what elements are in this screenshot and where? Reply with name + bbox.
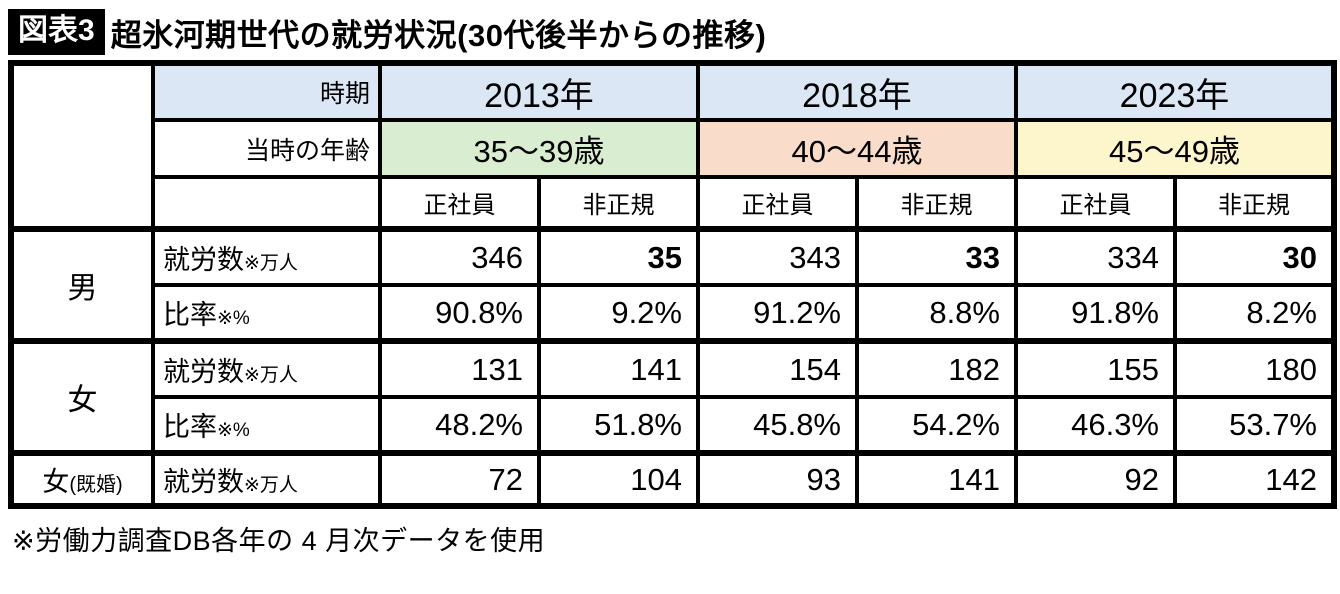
header-row-age: 当時の年齢 35〜39歳 40〜44歳 45〜49歳 xyxy=(11,118,1336,179)
cell-value: 90.8% xyxy=(378,283,541,344)
metric-unit-note: ※% xyxy=(217,308,250,329)
group-label-female-married: 女(既婚) xyxy=(9,451,155,508)
subheader-regular-2018: 正社員 xyxy=(696,175,859,232)
metric-unit-note: ※万人 xyxy=(244,253,298,274)
cell-value: 141 xyxy=(855,451,1018,508)
figure-number-badge: 図表3 xyxy=(8,9,105,55)
cell-value: 142 xyxy=(1173,451,1336,508)
subheader-regular-2023: 正社員 xyxy=(1014,175,1177,232)
cell-value: 46.3% xyxy=(1014,395,1177,456)
cell-value: 8.8% xyxy=(855,283,1018,344)
age-range-2013: 35〜39歳 xyxy=(378,118,700,179)
cell-value: 104 xyxy=(537,451,700,508)
cell-value: 92 xyxy=(1014,451,1177,508)
footnote: ※労働力調査DB各年の 4 月次データを使用 xyxy=(12,526,546,556)
age-range-2023: 45〜49歳 xyxy=(1014,118,1336,179)
cell-value: 72 xyxy=(378,451,541,508)
cell-value: 48.2% xyxy=(378,395,541,456)
group-label-male: 男 xyxy=(9,227,155,344)
subheader-nonregular-2013: 非正規 xyxy=(537,175,700,232)
year-header-2013: 2013年 xyxy=(378,61,700,122)
cell-value: 30 xyxy=(1173,227,1336,287)
age-range-2018: 40〜44歳 xyxy=(696,118,1018,179)
figure-title: 図表3 超氷河期世代の就労状況(30代後半からの推移) xyxy=(0,0,1340,60)
blank-cell xyxy=(151,175,382,232)
cell-value: 51.8% xyxy=(537,395,700,456)
table-row-female-married-count: 女(既婚) 就労数※万人 72 104 93 141 92 142 xyxy=(9,451,1336,508)
cell-value: 141 xyxy=(537,339,700,399)
cell-value: 54.2% xyxy=(855,395,1018,456)
table-row-male-ratio: 比率※% 90.8% 9.2% 91.2% 8.8% 91.8% 8.2% xyxy=(11,283,1336,344)
cell-value: 154 xyxy=(696,339,859,399)
cell-value: 334 xyxy=(1014,227,1177,287)
table-row-female-ratio: 比率※% 48.2% 51.8% 45.8% 54.2% 46.3% 53.7% xyxy=(11,395,1336,456)
metric-label: 就労数※万人 xyxy=(151,339,382,399)
metric-label: 就労数※万人 xyxy=(151,451,382,508)
header-row-employment-type: 正社員 非正規 正社員 非正規 正社員 非正規 xyxy=(11,175,1336,232)
cell-value: 91.8% xyxy=(1014,283,1177,344)
cell-value: 53.7% xyxy=(1173,395,1336,456)
period-label: 時期 xyxy=(151,61,382,122)
metric-unit-note: ※万人 xyxy=(244,475,298,496)
cell-value: 91.2% xyxy=(696,283,859,344)
cell-value: 93 xyxy=(696,451,859,508)
cell-value: 131 xyxy=(378,339,541,399)
metric-unit-note: ※% xyxy=(217,420,250,441)
cell-value: 180 xyxy=(1173,339,1336,399)
cell-value: 155 xyxy=(1014,339,1177,399)
cell-value: 8.2% xyxy=(1173,283,1336,344)
cell-value: 346 xyxy=(378,227,541,287)
cell-value: 33 xyxy=(855,227,1018,287)
cell-value: 45.8% xyxy=(696,395,859,456)
cell-value: 9.2% xyxy=(537,283,700,344)
metric-unit-note: ※万人 xyxy=(244,365,298,386)
subheader-regular-2013: 正社員 xyxy=(378,175,541,232)
subheader-nonregular-2023: 非正規 xyxy=(1173,175,1336,232)
subheader-nonregular-2018: 非正規 xyxy=(855,175,1018,232)
metric-label: 就労数※万人 xyxy=(151,227,382,287)
group-label-female: 女 xyxy=(9,339,155,456)
metric-label: 比率※% xyxy=(151,283,382,344)
header-row-year: 時期 2013年 2018年 2023年 xyxy=(9,61,1336,232)
group-note: (既婚) xyxy=(69,474,123,496)
cell-value: 35 xyxy=(537,227,700,287)
year-header-2018: 2018年 xyxy=(696,61,1018,122)
cell-value: 343 xyxy=(696,227,859,287)
cell-value: 182 xyxy=(855,339,1018,399)
page-title: 超氷河期世代の就労状況(30代後半からの推移) xyxy=(110,17,767,53)
metric-label: 比率※% xyxy=(151,395,382,456)
table-row-male-count: 男 就労数※万人 346 35 343 33 334 30 xyxy=(9,227,1336,344)
corner-cell xyxy=(9,61,155,232)
table-row-female-count: 女 就労数※万人 131 141 154 182 155 180 xyxy=(9,339,1336,456)
employment-status-table: 時期 2013年 2018年 2023年 当時の年齢 35〜39歳 40〜44歳… xyxy=(8,60,1337,509)
age-label: 当時の年齢 xyxy=(151,118,382,179)
year-header-2023: 2023年 xyxy=(1014,61,1336,122)
